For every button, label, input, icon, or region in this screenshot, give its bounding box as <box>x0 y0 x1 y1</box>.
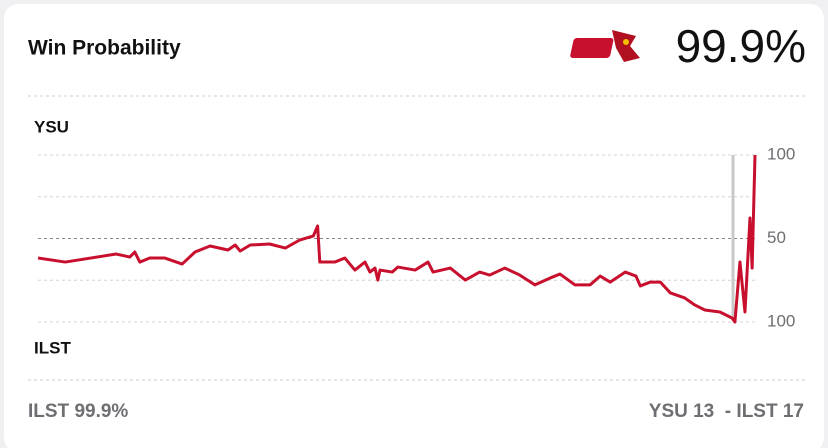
team-logo <box>570 30 640 62</box>
logo-eye <box>623 39 629 45</box>
footer-left: ILST 99.9% <box>28 401 128 422</box>
y-tick-label: 50 <box>767 228 786 247</box>
win-value: 99.9% <box>676 20 806 72</box>
y-tick-label: 100 <box>767 144 795 163</box>
logo-plate <box>570 38 614 58</box>
top-team-label: YSU <box>34 117 69 136</box>
title: Win Probability <box>28 37 181 60</box>
logo-bird <box>612 30 640 62</box>
y-tick-label: 100 <box>767 311 795 330</box>
footer-score: YSU 13 - ILST 17 <box>649 401 804 422</box>
win-line <box>37 154 757 324</box>
bottom-team-label: ILST <box>34 338 71 357</box>
card-surface <box>4 4 824 448</box>
